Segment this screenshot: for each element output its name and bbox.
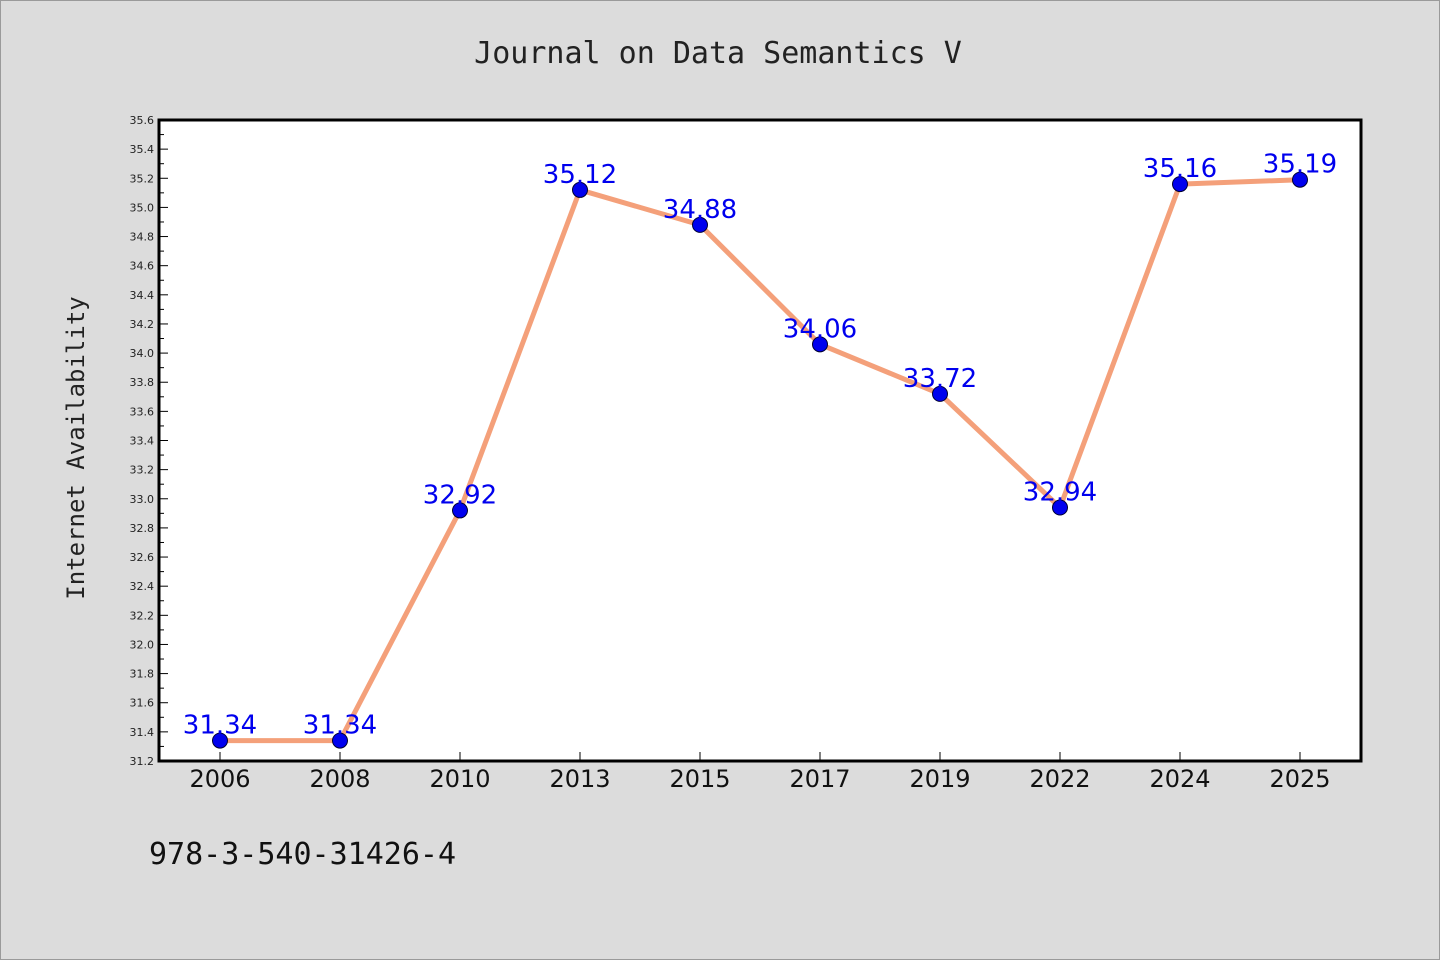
y-tick-label: 32.2	[130, 609, 155, 622]
plot-area	[159, 120, 1361, 761]
series-line	[217, 177, 1303, 744]
y-tick-label: 31.8	[130, 668, 155, 681]
data-label: 33.72	[903, 364, 977, 394]
x-axis: 2006 2008 2010 2013 2015 2017 2019 2022 2024 2025	[189, 752, 1331, 793]
y-tick-label: 31.6	[130, 697, 155, 710]
data-label: 31.34	[183, 711, 257, 741]
y-tick-label: 32.0	[130, 638, 155, 651]
data-label: 32.94	[1023, 478, 1097, 508]
data-point	[1172, 176, 1188, 193]
x-tick-label: 2010	[429, 765, 490, 793]
data-point	[1052, 499, 1068, 516]
y-tick-label: 35.6	[130, 114, 155, 127]
data-label: 31.34	[303, 711, 377, 741]
data-label: 34.88	[663, 195, 737, 225]
y-tick-label: 32.6	[130, 551, 155, 564]
data-label: 35.12	[543, 160, 617, 190]
chart-title: Journal on Data Semantics V	[474, 36, 962, 71]
data-point	[212, 732, 228, 749]
x-tick-label: 2025	[1269, 765, 1330, 793]
data-point	[812, 336, 828, 353]
y-tick-label: 33.0	[130, 493, 155, 506]
x-tick-label: 2008	[309, 765, 370, 793]
data-point	[1292, 171, 1308, 188]
x-tick-label: 2024	[1149, 765, 1210, 793]
data-label: 35.16	[1143, 154, 1217, 184]
data-label: 35.19	[1263, 150, 1337, 180]
x-tick-label: 2019	[909, 765, 970, 793]
y-tick-label: 34.8	[130, 231, 155, 244]
data-point	[332, 732, 348, 749]
y-tick-label: 31.2	[130, 755, 155, 768]
y-axis: 31.2 31.4 31.6 31.8 32.0 32.2 32.4 32.6 32.8 33.0…	[130, 114, 168, 768]
y-tick-label: 32.4	[130, 580, 155, 593]
data-point	[932, 385, 948, 402]
y-axis-label: Internet Availability	[62, 296, 90, 599]
data-label: 34.06	[783, 314, 857, 344]
isbn-footer: 978-3-540-31426-4	[149, 837, 456, 872]
x-tick-label: 2017	[789, 765, 850, 793]
y-tick-label: 34.2	[130, 318, 155, 331]
y-tick-label: 33.6	[130, 405, 155, 418]
y-tick-label: 31.4	[130, 726, 155, 739]
y-tick-label: 34.6	[130, 260, 155, 273]
data-point	[692, 216, 708, 233]
y-tick-label: 35.4	[130, 143, 155, 156]
data-label: 32.92	[423, 480, 497, 510]
y-tick-label: 34.0	[130, 347, 155, 360]
x-tick-label: 2022	[1029, 765, 1090, 793]
x-tick-label: 2006	[189, 765, 250, 793]
x-tick-label: 2013	[549, 765, 610, 793]
y-tick-label: 33.8	[130, 376, 155, 389]
plot-border	[157, 118, 1363, 763]
data-point	[572, 181, 588, 198]
y-tick-label: 34.4	[130, 289, 155, 302]
series-layer: 31.34 31.34 32.92 35.12 34.88 34.06 33.72 32.94…	[183, 150, 1337, 749]
y-tick-label: 33.4	[130, 435, 155, 448]
x-tick-label: 2015	[669, 765, 730, 793]
y-tick-label: 35.2	[130, 172, 155, 185]
y-tick-label: 32.8	[130, 522, 155, 535]
y-tick-label: 33.2	[130, 464, 155, 477]
y-tick-label: 35.0	[130, 201, 155, 214]
data-point	[452, 502, 468, 519]
